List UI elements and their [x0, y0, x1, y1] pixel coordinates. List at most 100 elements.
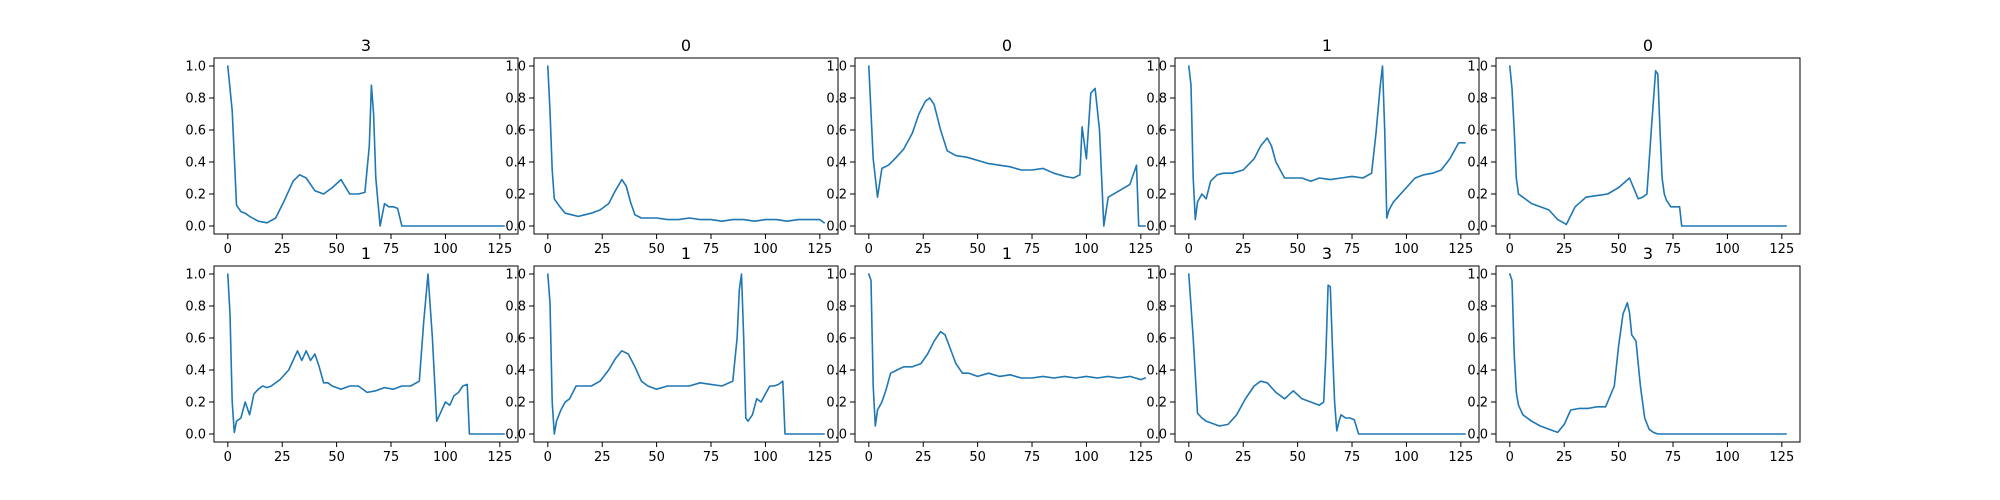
- panel-title: 3: [1643, 244, 1653, 263]
- x-tick-label: 125: [807, 450, 832, 465]
- x-tick-label: 100: [433, 242, 458, 257]
- y-tick-label: 0.2: [505, 188, 526, 203]
- x-tick-label: 25: [915, 450, 932, 465]
- y-tick-label: 0.8: [1467, 300, 1488, 315]
- x-tick-label: 50: [328, 450, 345, 465]
- x-tick-label: 100: [1394, 450, 1419, 465]
- y-tick-label: 0.0: [1146, 428, 1167, 443]
- x-tick-label: 0: [1506, 450, 1514, 465]
- y-tick-label: 0.4: [185, 156, 206, 171]
- y-tick-label: 0.6: [1146, 332, 1167, 347]
- x-tick-label: 25: [1556, 450, 1573, 465]
- series-line: [227, 273, 506, 435]
- x-tick-label: 100: [753, 242, 778, 257]
- x-tick-label: 75: [1024, 450, 1041, 465]
- series-line: [546, 273, 826, 435]
- y-tick-label: 0.6: [1467, 332, 1488, 347]
- y-tick-label: 0.6: [505, 332, 526, 347]
- x-tick-label: 50: [1289, 450, 1306, 465]
- x-tick-label: 0: [865, 450, 873, 465]
- y-tick-label: 0.2: [1146, 396, 1167, 411]
- y-tick-label: 0.8: [185, 300, 206, 315]
- y-tick-label: 0.0: [1467, 428, 1488, 443]
- y-tick-label: 1.0: [1146, 60, 1167, 75]
- x-tick-label: 125: [1448, 450, 1473, 465]
- series-line: [867, 273, 1146, 427]
- subplot-4: 0.0 0.2 0.4 0.6 0.8 1.0 0 25 50 75 100 125 1: [1146, 36, 1480, 257]
- y-tick-label: 0.8: [1146, 300, 1167, 315]
- series-line: [1188, 273, 1466, 435]
- subplot-1: 0.0 0.2 0.4 0.6 0.8 1.0 0 25 50 75 100 125 3: [185, 36, 519, 257]
- x-tick-label: 50: [648, 242, 665, 257]
- y-tick-label: 1.0: [1467, 268, 1488, 283]
- y-tick-label: 0.2: [826, 396, 847, 411]
- x-tick-label: 100: [1715, 450, 1740, 465]
- y-tick-label: 0.0: [826, 220, 847, 235]
- subplot-2: 0.0 0.2 0.4 0.6 0.8 1.0 0 25 50 75 100 125 0: [505, 36, 839, 257]
- series-line: [867, 65, 1146, 227]
- series-line: [546, 65, 826, 224]
- y-tick-label: 1.0: [826, 60, 847, 75]
- y-tick-label: 0.0: [185, 220, 206, 235]
- panel-title: 1: [1322, 36, 1332, 55]
- panel-title: 0: [1643, 36, 1653, 55]
- subplot-5: 0.0 0.2 0.4 0.6 0.8 1.0 0 25 50 75 100 125 0: [1467, 36, 1801, 257]
- y-tick-label: 0.6: [1146, 124, 1167, 139]
- y-tick-label: 0.2: [505, 396, 526, 411]
- subplot-8: 0.0 0.2 0.4 0.6 0.8 1.0 0 25 50 75 100 125 1: [826, 244, 1160, 465]
- subplot-6: 0.0 0.2 0.4 0.6 0.8 1.0 0 25 50 75 100 125 1: [185, 244, 519, 465]
- axes-frame: [1495, 265, 1801, 443]
- y-tick-label: 0.2: [185, 396, 206, 411]
- y-tick-label: 0.6: [826, 332, 847, 347]
- y-tick-label: 0.6: [826, 124, 847, 139]
- axes-frame: [533, 265, 839, 443]
- x-tick-label: 125: [1769, 242, 1794, 257]
- y-tick-label: 0.6: [1467, 124, 1488, 139]
- x-tick-label: 125: [1128, 450, 1153, 465]
- x-tick-label: 75: [703, 450, 720, 465]
- axes-frame: [533, 57, 839, 235]
- y-tick-label: 0.8: [505, 92, 526, 107]
- y-tick-label: 0.8: [826, 300, 847, 315]
- x-tick-label: 50: [1610, 242, 1627, 257]
- x-tick-label: 0: [1506, 242, 1514, 257]
- x-tick-label: 50: [328, 242, 345, 257]
- y-tick-label: 1.0: [505, 60, 526, 75]
- x-tick-label: 100: [1074, 450, 1099, 465]
- axes-frame: [213, 265, 519, 443]
- x-tick-label: 75: [1024, 242, 1041, 257]
- x-tick-label: 125: [1769, 450, 1794, 465]
- y-tick-label: 0.8: [1467, 92, 1488, 107]
- x-tick-label: 100: [753, 450, 778, 465]
- subplot-10: 0.0 0.2 0.4 0.6 0.8 1.0 0 25 50 75 100 125 3: [1467, 244, 1801, 465]
- subplot-7: 0.0 0.2 0.4 0.6 0.8 1.0 0 25 50 75 100 125 1: [505, 244, 839, 465]
- y-tick-label: 0.4: [505, 364, 526, 379]
- x-tick-label: 25: [915, 242, 932, 257]
- y-tick-label: 0.0: [505, 428, 526, 443]
- panel-title: 0: [1002, 36, 1012, 55]
- y-tick-label: 0.6: [505, 124, 526, 139]
- x-tick-label: 25: [594, 242, 611, 257]
- axes-frame: [1495, 57, 1801, 235]
- y-tick-label: 0.6: [185, 332, 206, 347]
- y-tick-label: 0.4: [505, 156, 526, 171]
- panel-title: 0: [681, 36, 691, 55]
- y-tick-label: 0.8: [1146, 92, 1167, 107]
- y-tick-label: 0.8: [826, 92, 847, 107]
- subplot-3: 0.0 0.2 0.4 0.6 0.8 1.0 0 25 50 75 100 125 0: [826, 36, 1160, 257]
- y-tick-label: 0.4: [1467, 364, 1488, 379]
- panel-title: 3: [361, 36, 371, 55]
- series-line: [227, 65, 506, 227]
- x-tick-label: 25: [274, 450, 291, 465]
- y-tick-label: 0.2: [1146, 188, 1167, 203]
- x-tick-label: 0: [544, 242, 552, 257]
- x-tick-label: 100: [1394, 242, 1419, 257]
- y-tick-label: 0.4: [826, 156, 847, 171]
- x-tick-label: 0: [1185, 450, 1193, 465]
- x-tick-label: 0: [224, 450, 232, 465]
- x-tick-label: 0: [224, 242, 232, 257]
- x-tick-label: 100: [1715, 242, 1740, 257]
- x-tick-label: 25: [594, 450, 611, 465]
- y-tick-label: 1.0: [185, 60, 206, 75]
- x-tick-label: 75: [1665, 450, 1682, 465]
